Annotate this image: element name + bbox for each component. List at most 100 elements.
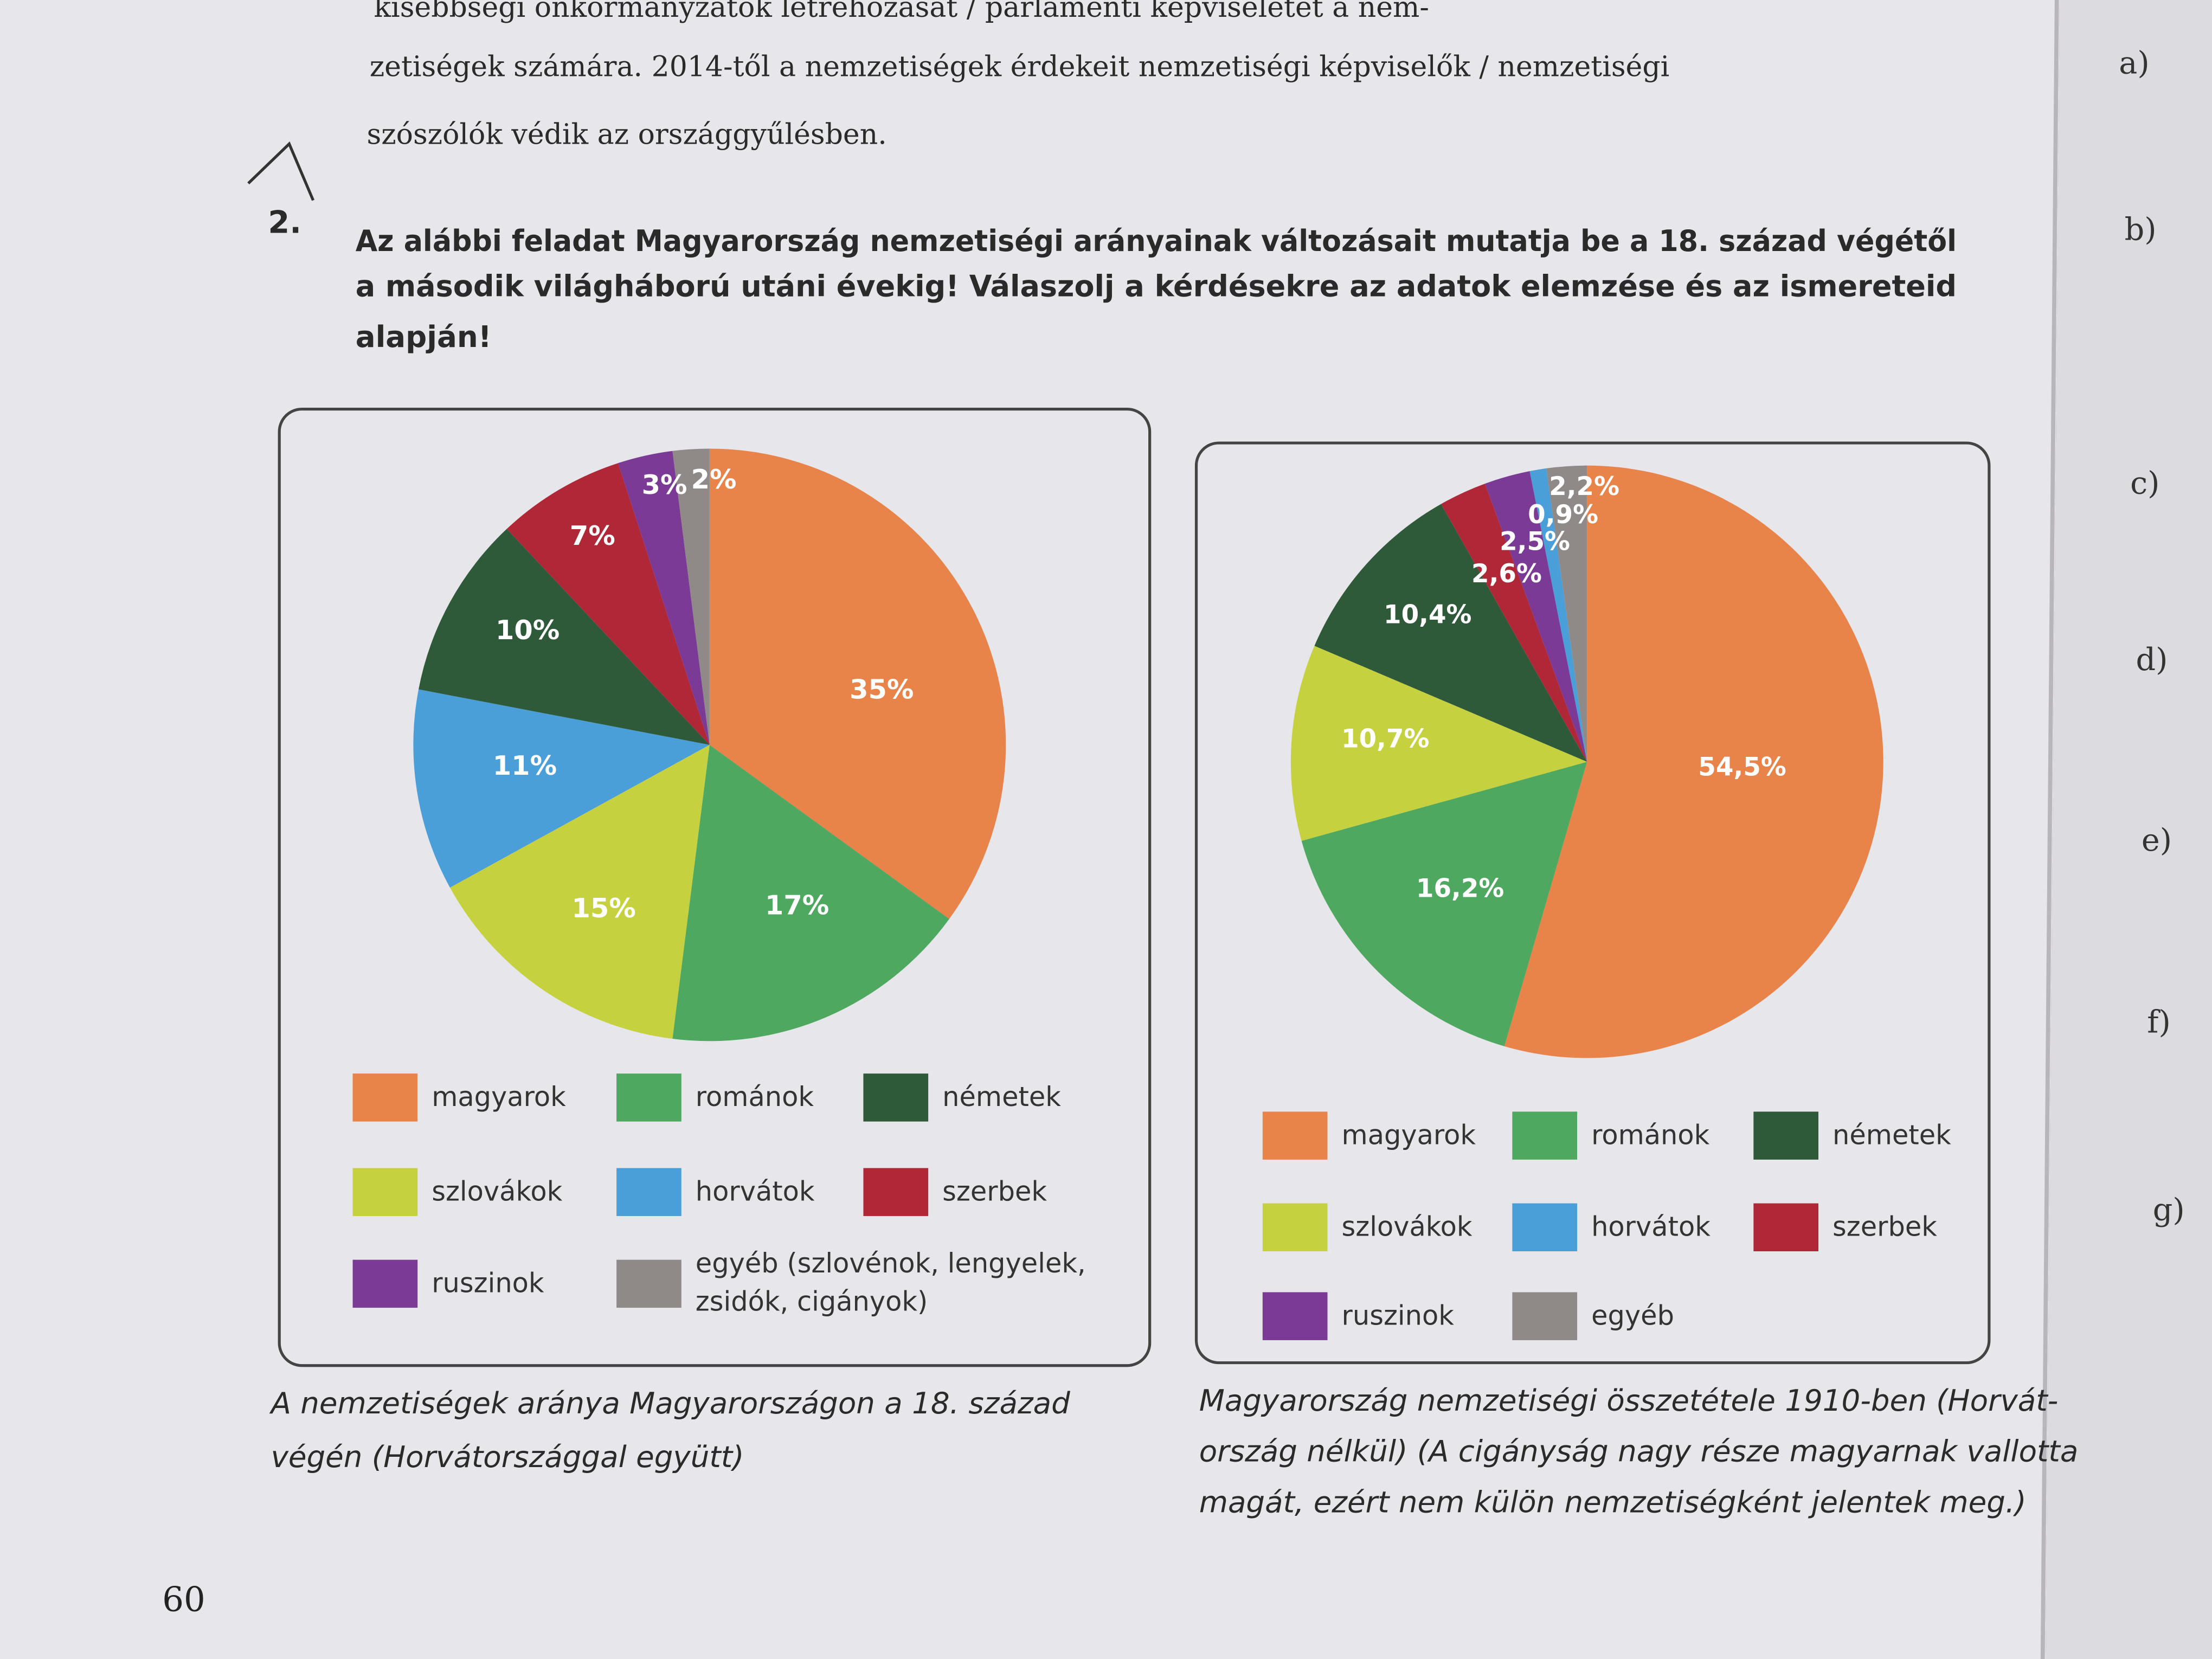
chart-caption: Magyarország nemzetiségi összetétele 191… bbox=[1199, 1383, 2059, 1418]
body-text: zetiségek számára. 2014-től a nemzetiség… bbox=[370, 51, 1670, 83]
legend-entry: szerbek bbox=[942, 1175, 1047, 1207]
chart-caption: végén (Horvátországgal együtt) bbox=[271, 1439, 744, 1474]
pie-slice bbox=[449, 744, 710, 1039]
legend-entry: horvátok bbox=[1591, 1211, 1711, 1243]
legend-entry: románok bbox=[1591, 1119, 1710, 1150]
task-text: Az alábbi feladat Magyarország nemzetisé… bbox=[356, 223, 1957, 258]
legend-swatch bbox=[863, 1168, 929, 1216]
margin-item: a) bbox=[2119, 45, 2149, 81]
legend-swatch bbox=[1753, 1203, 1819, 1252]
slice-label: 3% bbox=[642, 469, 687, 500]
margin-item: f) bbox=[2147, 1005, 2171, 1040]
legend-label: horvátok bbox=[695, 1175, 815, 1207]
next-page bbox=[2045, 0, 2212, 1659]
task-text: alapján! bbox=[356, 319, 492, 354]
legend-entry: magyarok bbox=[1341, 1119, 1476, 1150]
legend-swatch bbox=[352, 1259, 418, 1308]
body-text: kisebbségi önkormányzatok létrehozását /… bbox=[374, 0, 1429, 24]
pie-slice bbox=[506, 463, 710, 745]
slice-label: 0,9% bbox=[1528, 500, 1598, 530]
slice-label: 2,2% bbox=[1549, 472, 1619, 501]
chart-caption: ország nélkül) (A cigányság nagy része m… bbox=[1199, 1434, 2079, 1469]
task-text: a második világháború utáni évekig! Vála… bbox=[356, 268, 1957, 303]
margin-item: d) bbox=[2136, 642, 2168, 678]
legend-label: horvátok bbox=[1591, 1211, 1711, 1243]
legend-swatch bbox=[616, 1073, 681, 1122]
legend-swatch bbox=[1262, 1111, 1328, 1160]
slice-label: 10,7% bbox=[1341, 725, 1429, 754]
legend-entry: egyéb bbox=[1591, 1300, 1674, 1332]
margin-item: c) bbox=[2130, 466, 2159, 501]
legend-label: szlovákok bbox=[1341, 1211, 1472, 1243]
legend-label: magyarok bbox=[1341, 1119, 1476, 1150]
legend-label: románok bbox=[695, 1081, 814, 1113]
legend-entry: románok bbox=[695, 1081, 814, 1113]
legend-entry: szlovákok bbox=[1341, 1211, 1472, 1243]
legend-label: szerbek bbox=[1832, 1211, 1937, 1243]
legend-label: szlovákok bbox=[432, 1175, 563, 1207]
slice-label: 10% bbox=[496, 614, 560, 646]
legend-swatch bbox=[863, 1073, 929, 1122]
legend-swatch bbox=[352, 1073, 418, 1122]
legend-swatch bbox=[352, 1168, 418, 1216]
legend-swatch bbox=[1512, 1203, 1578, 1252]
slice-label: 54,5% bbox=[1698, 753, 1786, 782]
legend-entry: ruszinok bbox=[1341, 1300, 1454, 1332]
legend-label: románok bbox=[1591, 1119, 1710, 1150]
pie-slice bbox=[1441, 484, 1587, 762]
legend-label: egyéb (szlovénok, lengyelek, zsidók, cig… bbox=[695, 1248, 1086, 1318]
legend-swatch bbox=[1753, 1111, 1819, 1160]
legend-entry: magyarok bbox=[432, 1081, 566, 1113]
legend-entry: horvátok bbox=[695, 1175, 815, 1207]
margin-item: b) bbox=[2125, 211, 2157, 247]
pie-slice bbox=[1290, 646, 1587, 841]
legend-swatch bbox=[1512, 1111, 1578, 1160]
legend-label: szerbek bbox=[942, 1175, 1047, 1207]
legend-label: magyarok bbox=[432, 1081, 566, 1113]
pie-slice bbox=[672, 448, 710, 745]
legend-label: ruszinok bbox=[1341, 1300, 1454, 1332]
legend-entry: ruszinok bbox=[432, 1268, 544, 1298]
slice-label: 2,6% bbox=[1471, 560, 1542, 589]
slice-label: 2,5% bbox=[1500, 527, 1570, 556]
slice-label: 10,4% bbox=[1384, 601, 1471, 630]
pie-slice bbox=[419, 529, 710, 745]
pie-slice bbox=[413, 689, 710, 888]
slice-label: 7% bbox=[570, 520, 615, 551]
slice-label: 35% bbox=[850, 674, 914, 705]
legend-swatch bbox=[616, 1259, 681, 1308]
slice-label: 15% bbox=[572, 892, 636, 924]
legend-entry: egyéb (szlovénok, lengyelek, zsidók, cig… bbox=[695, 1248, 1086, 1318]
gutter bbox=[2040, 0, 2059, 1659]
chart-caption: A nemzetiségek aránya Magyarországon a 1… bbox=[269, 1386, 1071, 1420]
pie-slice bbox=[1484, 471, 1587, 762]
legend-swatch bbox=[1262, 1292, 1328, 1340]
chart-frame bbox=[278, 407, 1152, 1367]
legend-entry: németek bbox=[942, 1081, 1061, 1113]
legend-swatch bbox=[616, 1168, 681, 1216]
chart-frame bbox=[1194, 441, 1991, 1365]
legend-swatch bbox=[1262, 1203, 1328, 1252]
legend-label: németek bbox=[942, 1081, 1061, 1113]
margin-item: e) bbox=[2142, 822, 2172, 858]
pie-slice bbox=[672, 744, 949, 1041]
slice-label: 16,2% bbox=[1416, 874, 1504, 903]
page-number: 60 bbox=[162, 1580, 205, 1619]
slice-label: 2% bbox=[691, 464, 737, 495]
pie-slice bbox=[1529, 468, 1587, 762]
legend-entry: németek bbox=[1832, 1119, 1951, 1150]
task-number: 2. bbox=[268, 204, 301, 240]
legend-label: egyéb bbox=[1591, 1300, 1674, 1332]
handwritten-mark bbox=[247, 141, 315, 201]
legend-entry: szerbek bbox=[1832, 1211, 1937, 1243]
pie-slice bbox=[1301, 762, 1587, 1046]
body-text: szószólók védik az országgyűlésben. bbox=[367, 118, 887, 151]
legend-swatch bbox=[1512, 1292, 1578, 1340]
pie-slice bbox=[1504, 465, 1883, 1058]
legend-label: németek bbox=[1832, 1119, 1951, 1150]
pie-slice bbox=[1546, 465, 1587, 762]
pie-slice bbox=[618, 451, 710, 745]
chart-caption: magát, ezért nem külön nemzetiségként je… bbox=[1199, 1484, 2027, 1519]
slice-label: 11% bbox=[493, 750, 557, 781]
